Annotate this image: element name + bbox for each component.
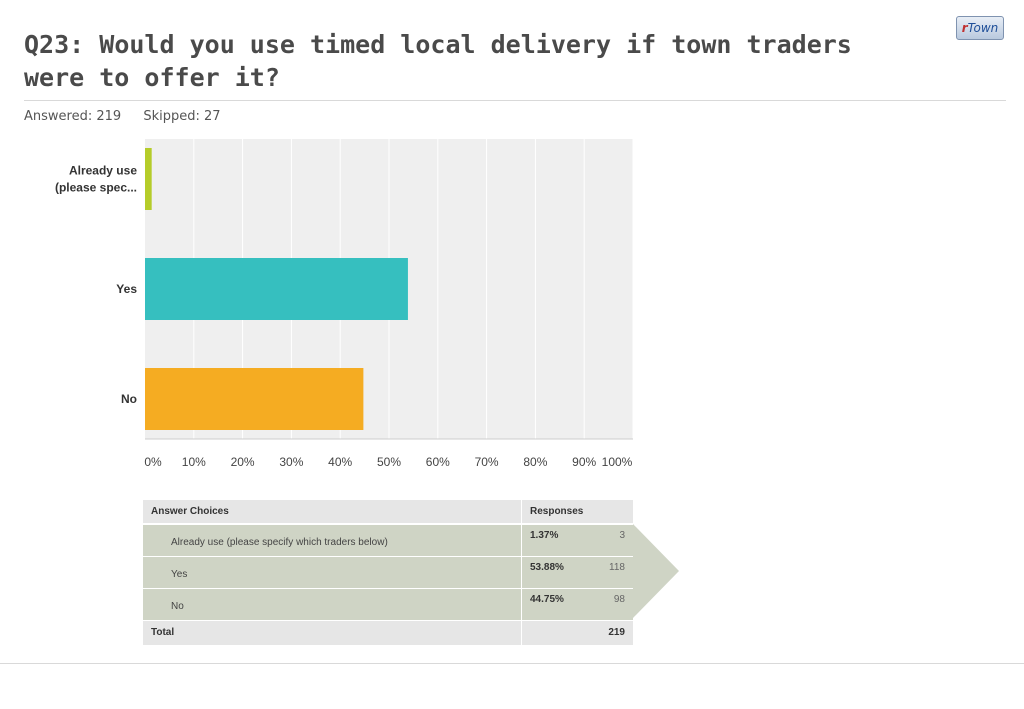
row-label: Already use (please specify which trader…	[171, 537, 388, 548]
category-label: Already use (please spec...	[55, 164, 137, 195]
answered-count: Answered: 219	[24, 109, 122, 124]
x-tick-label: 80%	[523, 455, 547, 469]
bar	[145, 148, 152, 210]
skipped-count: Skipped: 27	[143, 109, 221, 124]
total-count: 219	[608, 627, 625, 638]
row-label: No	[171, 601, 184, 612]
header-responses: Responses	[530, 506, 584, 517]
town-logo: rTown	[956, 16, 1004, 40]
row-percent: 53.88%	[530, 562, 564, 573]
question-number: Q23:	[24, 30, 85, 59]
x-tick-label: 90%	[572, 455, 596, 469]
question-title: Q23: Would you use timed local delivery …	[24, 28, 884, 94]
category-label: Yes	[116, 282, 137, 296]
row-count: 3	[619, 530, 625, 541]
header-divider	[24, 100, 1006, 101]
x-tick-label: 10%	[182, 455, 206, 469]
x-tick-label: 60%	[426, 455, 450, 469]
category-labels: Already use (please spec... Yes No	[55, 164, 137, 407]
table-row: No 44.75% 98	[143, 588, 633, 620]
table-header: Answer Choices Responses	[143, 500, 633, 523]
bar	[145, 258, 408, 320]
bar	[145, 368, 364, 430]
question-text: Would you use timed local delivery if to…	[24, 30, 852, 92]
table-arrow	[633, 524, 679, 618]
table-total-row: Total 219	[143, 621, 633, 645]
row-percent: 1.37%	[530, 530, 559, 541]
row-count: 118	[609, 562, 625, 573]
x-tick-label: 70%	[475, 455, 499, 469]
row-count: 98	[613, 594, 625, 605]
x-tick-labels: 0% 10% 20% 30% 40% 50% 60% 70% 80% 90% 100%	[144, 455, 632, 469]
bars	[145, 148, 408, 430]
x-tick-label: 20%	[231, 455, 255, 469]
row-label: Yes	[171, 569, 188, 580]
footer-divider	[0, 663, 1024, 664]
response-stats: Answered: 219 Skipped: 27	[24, 109, 239, 124]
table-row: Already use (please specify which trader…	[143, 524, 633, 556]
x-tick-label: 100%	[602, 455, 633, 469]
x-tick-label: 40%	[328, 455, 352, 469]
category-label: No	[121, 392, 137, 406]
total-label: Total	[151, 627, 175, 638]
x-tick-label: 0%	[144, 455, 162, 469]
table-row: Yes 53.88% 118	[143, 556, 633, 588]
header-answer-choices: Answer Choices	[151, 506, 229, 517]
x-tick-label: 50%	[377, 455, 401, 469]
x-tick-label: 30%	[279, 455, 303, 469]
row-percent: 44.75%	[530, 594, 564, 605]
